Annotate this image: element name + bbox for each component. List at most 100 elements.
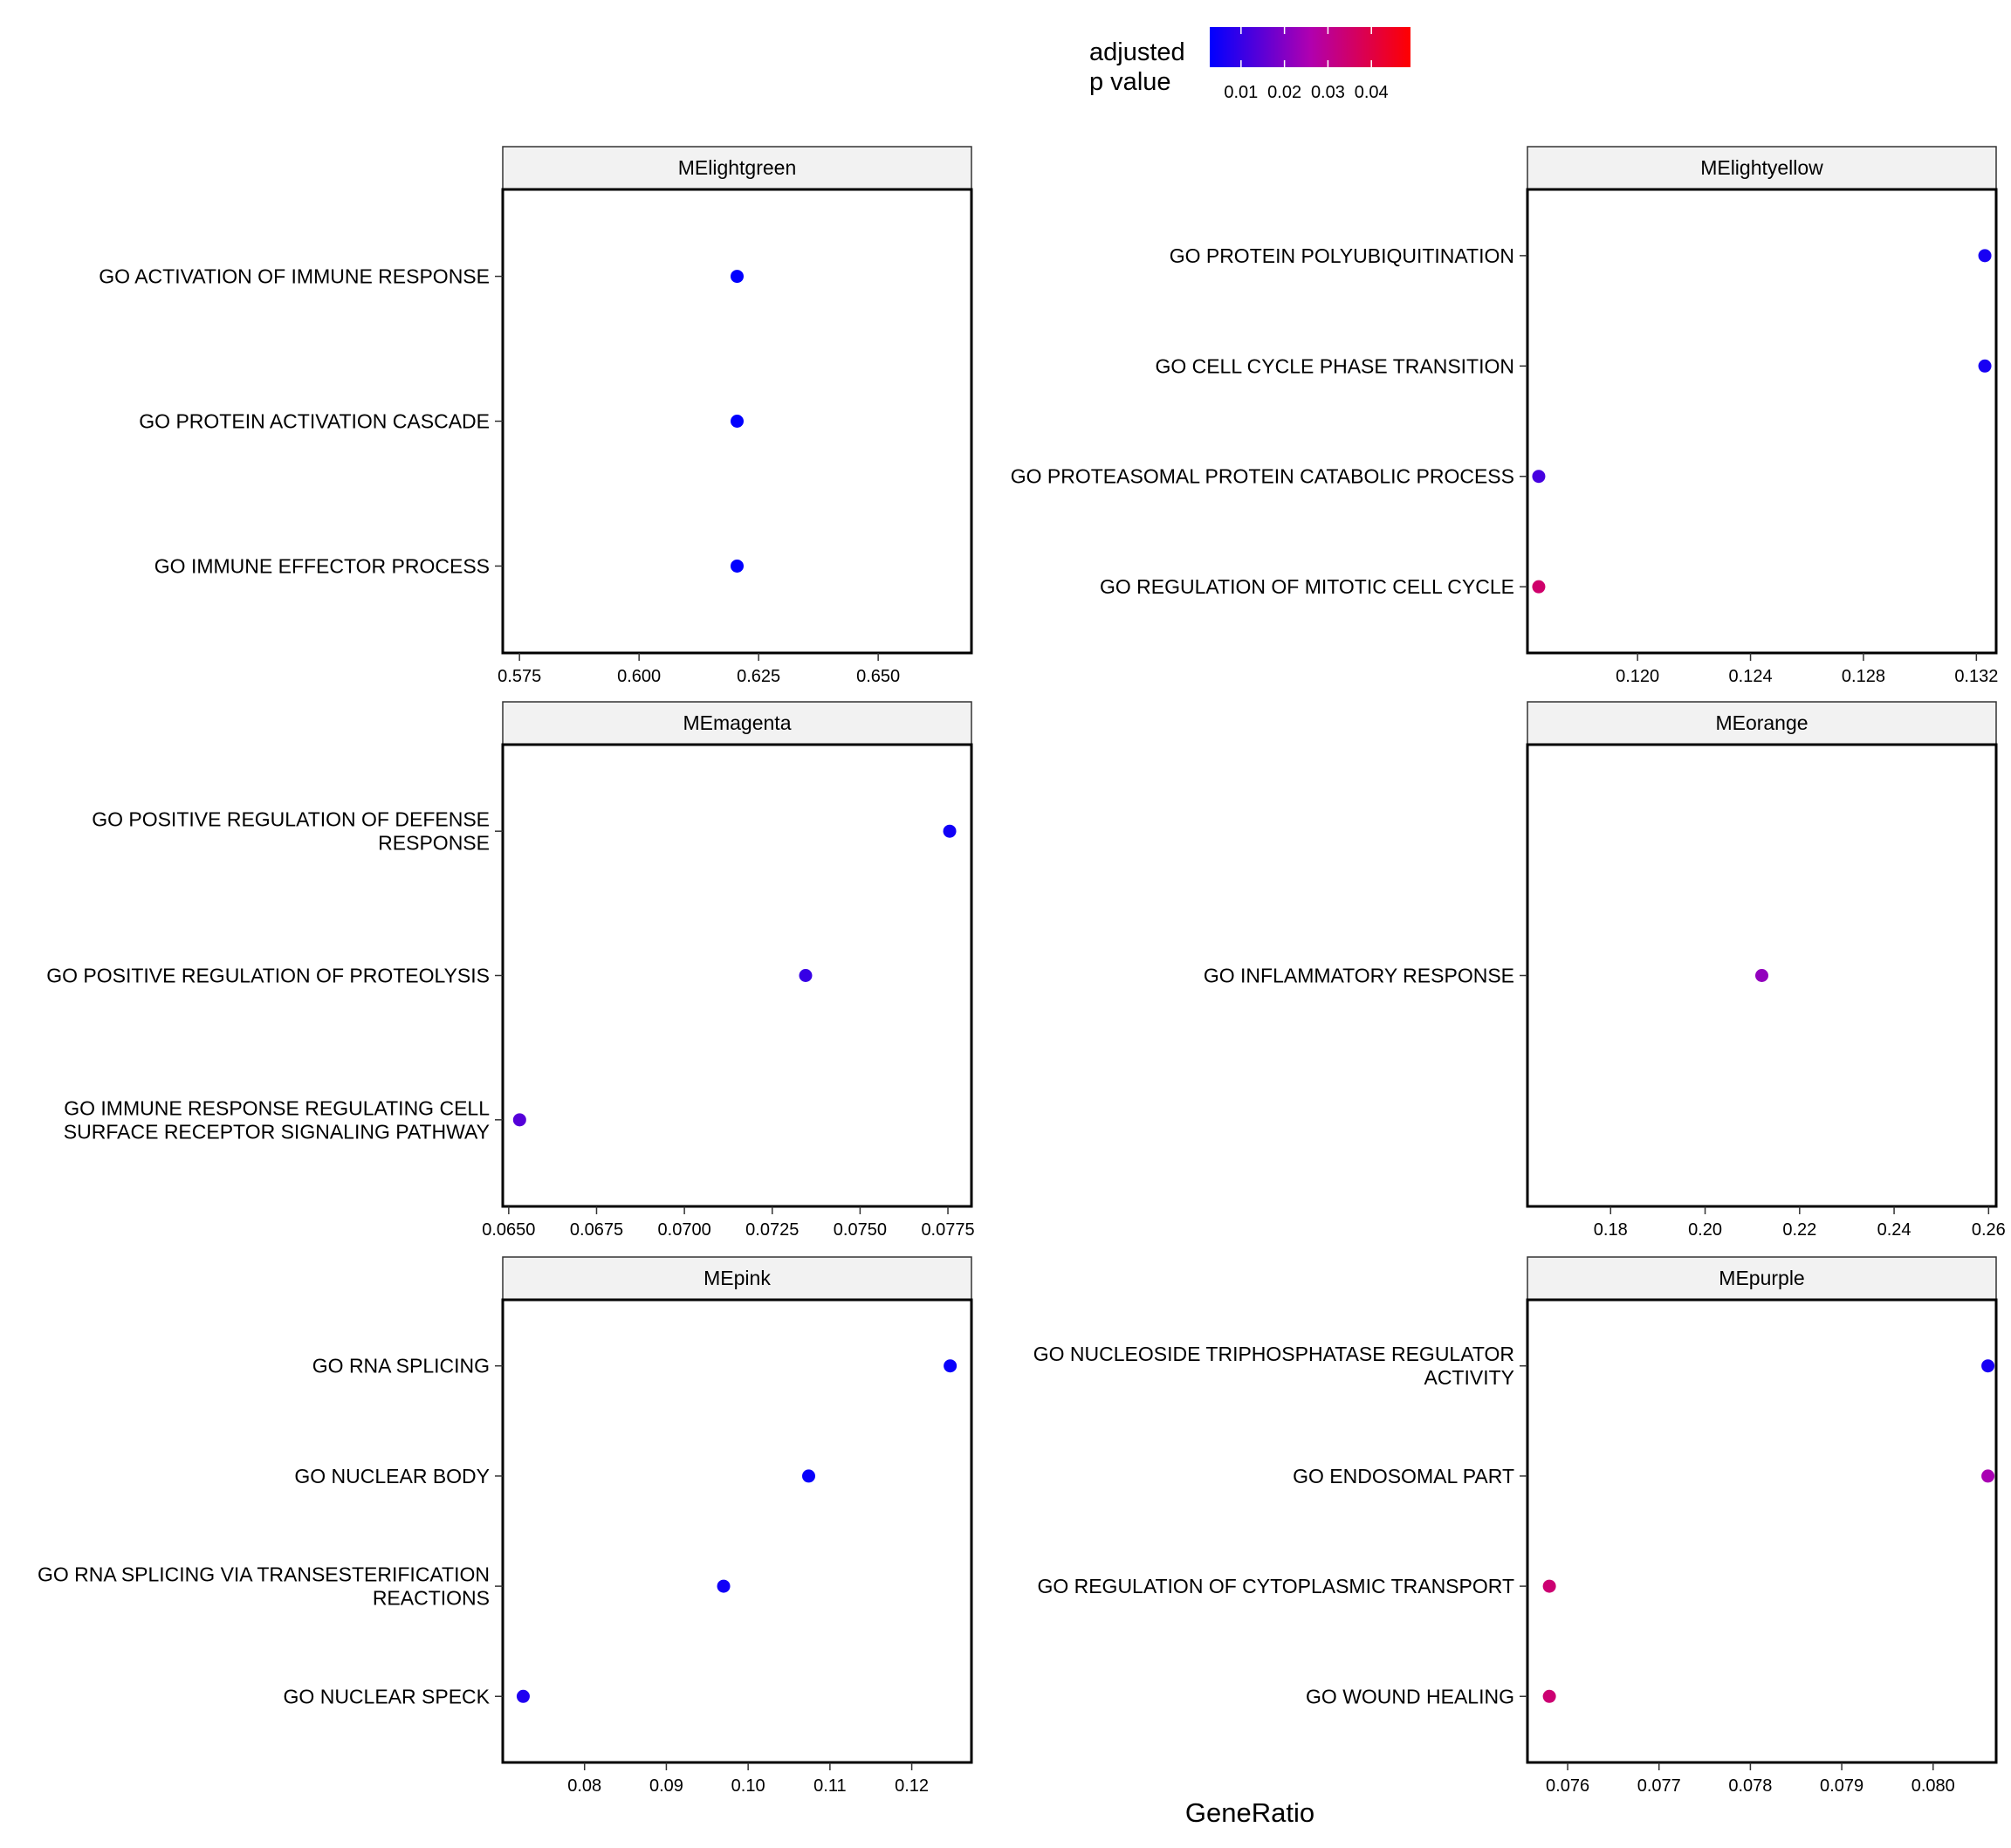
data-point	[731, 415, 744, 428]
panel-strip	[502, 146, 972, 190]
go-term-label: GO PROTEIN POLYUBIQUITINATION	[1170, 244, 1514, 267]
data-point	[1532, 470, 1546, 484]
data-point	[802, 1469, 816, 1483]
x-tick-label: 0.18	[1594, 1220, 1628, 1240]
x-tick-label: 0.650	[856, 667, 900, 686]
x-tick-label: 0.076	[1546, 1776, 1589, 1796]
data-point	[731, 270, 744, 284]
x-axis-title: GeneRatio	[1185, 1797, 1314, 1828]
data-point	[1542, 1689, 1556, 1703]
legend-tick-label: 0.04	[1355, 83, 1389, 102]
panel-frame	[501, 1298, 973, 1764]
panel-strip-title: MEpurple	[1719, 1267, 1804, 1289]
x-tick-label: 0.0650	[482, 1220, 535, 1240]
go-term-label: GO CELL CYCLE PHASE TRANSITION	[1155, 354, 1514, 377]
panel-strip-title: MEpink	[704, 1267, 771, 1289]
x-tick-label: 0.12	[895, 1776, 929, 1796]
go-term-label: GO PROTEIN ACTIVATION CASCADE	[139, 410, 490, 433]
go-term-label: GO REGULATION OF MITOTIC CELL CYCLE	[1100, 575, 1514, 598]
panel-strip	[1527, 146, 1997, 190]
x-tick-label: 0.0775	[921, 1220, 974, 1240]
panel-strip-title: MEmagenta	[683, 711, 791, 734]
go-term-label: GO NUCLEAR SPECK	[284, 1685, 491, 1707]
x-tick-label: 0.575	[498, 667, 541, 686]
panel-MEpink: MEpink 0.08 0.09 0.10 0.11 0.12 GO RNA SPLICIN…	[38, 1256, 973, 1796]
legend-title-line-1: adjusted	[1089, 38, 1185, 66]
data-point	[1532, 580, 1546, 594]
go-term-label: REACTIONS	[373, 1587, 490, 1610]
go-term-label: GO POSITIVE REGULATION OF PROTEOLYSIS	[46, 965, 490, 987]
panel-strip-title: MElightyellow	[1700, 156, 1823, 179]
x-tick-label: 0.0725	[745, 1220, 799, 1240]
x-tick-label: 0.132	[1954, 667, 1998, 686]
legend-tick-label: 0.03	[1311, 83, 1345, 102]
color-legend: adjusted p value 0.01 0.02 0.03 0.04	[1089, 27, 1410, 102]
go-term-label: GO IMMUNE RESPONSE REGULATING CELL	[64, 1096, 490, 1119]
x-tick-label: 0.22	[1782, 1220, 1816, 1240]
data-point	[1978, 249, 1992, 263]
panel-MElightyellow: MElightyellow 0.120 0.124 0.128 0.132 GO PROT…	[1011, 146, 1998, 686]
go-term-label: GO ACTIVATION OF IMMUNE RESPONSE	[99, 265, 490, 288]
go-term-label: GO RNA SPLICING	[312, 1355, 490, 1377]
go-term-label: SURFACE RECEPTOR SIGNALING PATHWAY	[64, 1120, 490, 1143]
x-tick-label: 0.600	[617, 667, 661, 686]
data-point	[1978, 359, 1992, 373]
go-term-label: GO REGULATION OF CYTOPLASMIC TRANSPORT	[1037, 1575, 1514, 1597]
data-point	[944, 1359, 957, 1373]
go-term-label: GO NUCLEOSIDE TRIPHOSPHATASE REGULATOR	[1033, 1343, 1514, 1365]
legend-colorbar	[1210, 27, 1410, 67]
go-term-label: GO ENDOSOMAL PART	[1293, 1465, 1514, 1487]
go-term-label: GO WOUND HEALING	[1306, 1685, 1514, 1707]
data-point	[1542, 1579, 1556, 1593]
data-point	[799, 969, 813, 982]
x-tick-label: 0.079	[1820, 1776, 1863, 1796]
panel-frame	[501, 743, 973, 1208]
go-term-label: GO NUCLEAR BODY	[294, 1465, 490, 1487]
x-tick-label: 0.0750	[834, 1220, 887, 1240]
go-term-label: ACTIVITY	[1424, 1366, 1514, 1389]
legend-title-line-2: p value	[1089, 68, 1171, 96]
x-tick-label: 0.24	[1877, 1220, 1911, 1240]
x-tick-label: 0.10	[731, 1776, 765, 1796]
panel-MEpurple: MEpurple 0.076 0.077 0.078 0.079 0.080 GO NUCL…	[1033, 1256, 1998, 1796]
legend-tick-label: 0.02	[1267, 83, 1301, 102]
panel-strip-title: MElightgreen	[678, 156, 797, 179]
x-tick-label: 0.625	[737, 667, 780, 686]
panel-strip	[1527, 1256, 1997, 1301]
data-point	[943, 824, 957, 838]
x-tick-label: 0.128	[1842, 667, 1885, 686]
x-tick-label: 0.08	[567, 1776, 601, 1796]
x-tick-label: 0.09	[649, 1776, 683, 1796]
x-tick-label: 0.20	[1688, 1220, 1722, 1240]
x-tick-label: 0.078	[1728, 1776, 1772, 1796]
go-term-label: GO PROTEASOMAL PROTEIN CATABOLIC PROCESS	[1011, 465, 1514, 488]
x-tick-label: 0.124	[1729, 667, 1773, 686]
panel-MEorange: MEorange 0.18 0.20 0.22 0.24 0.26 GO INFLAMMAT…	[1204, 701, 2006, 1240]
x-tick-label: 0.11	[813, 1776, 846, 1796]
x-tick-label: 0.0675	[570, 1220, 623, 1240]
panel-MEmagenta: MEmagenta 0.0650 0.0675 0.0700 0.0725 0.0750 0…	[46, 701, 975, 1240]
go-term-label: GO RNA SPLICING VIA TRANSESTERIFICATION	[38, 1563, 490, 1586]
panel-strip	[502, 701, 972, 745]
panel-MElightgreen: MElightgreen 0.575 0.600 0.625 0.650 GO ACTIV…	[99, 146, 973, 686]
data-point	[717, 1579, 731, 1593]
data-point	[1981, 1359, 1995, 1373]
panel-strip	[502, 1256, 972, 1301]
x-tick-label: 0.0700	[658, 1220, 711, 1240]
data-point	[516, 1689, 530, 1703]
go-term-label: GO POSITIVE REGULATION OF DEFENSE	[92, 808, 490, 831]
data-point	[731, 559, 744, 573]
data-point	[1981, 1469, 1995, 1483]
x-tick-label: 0.120	[1616, 667, 1659, 686]
x-tick-label: 0.26	[1972, 1220, 2006, 1240]
x-tick-label: 0.077	[1637, 1776, 1681, 1796]
go-term-label: GO IMMUNE EFFECTOR PROCESS	[154, 554, 490, 577]
x-tick-label: 0.080	[1911, 1776, 1955, 1796]
panel-strip-title: MEorange	[1715, 711, 1808, 734]
panels: MElightgreen 0.575 0.600 0.625 0.650 GO ACTIV…	[38, 146, 2006, 1796]
go-term-label: RESPONSE	[378, 832, 490, 855]
legend-tick-label: 0.01	[1224, 83, 1258, 102]
panel-frame	[1526, 188, 1998, 655]
